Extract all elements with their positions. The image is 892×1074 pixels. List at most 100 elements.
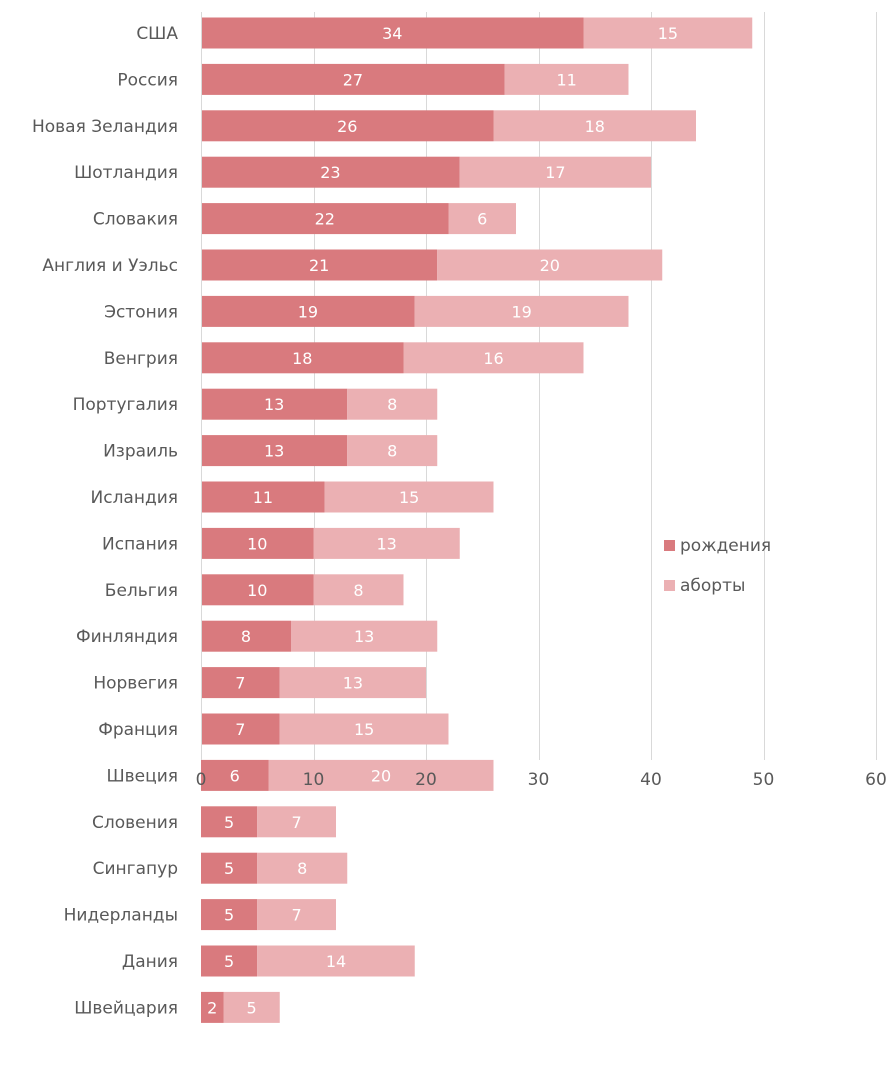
data-label-births: 22 [315,210,335,229]
data-label-births: 18 [292,349,312,368]
bar-abortions [257,852,348,884]
bar-births [201,759,269,791]
data-label-abortions: 18 [585,117,605,136]
bar-abortions [459,156,651,188]
category-label: Новая Зеландия [32,117,178,137]
bar-abortions [583,17,753,49]
bar-births [201,435,348,467]
data-label-births: 10 [247,581,267,600]
data-label-abortions: 8 [297,859,307,878]
data-label-abortions: 11 [556,70,576,89]
data-label-abortions: 13 [354,627,374,646]
bar-abortions [347,388,438,420]
bar-abortions [257,806,336,838]
bar-births [201,295,415,327]
x-tick-label: 50 [753,770,775,790]
legend-swatch [664,540,675,551]
category-label: Венгрия [104,349,178,369]
category-labels: США Россия Новая Зеландия Шотландия Словакия… [32,24,178,1018]
x-tick-label: 60 [865,770,887,790]
category-label: Исландия [91,488,179,508]
data-label-abortions: 13 [376,534,396,553]
bar-abortions [291,620,438,652]
data-label-births: 21 [309,256,329,275]
x-tick-label: 0 [196,770,207,790]
bar-births [201,667,280,699]
bar-births [201,527,314,559]
data-label-births: 23 [320,163,340,182]
bar-births [201,945,258,977]
bar-births [201,620,291,652]
category-label: Россия [117,70,178,90]
bar-abortions [313,527,460,559]
data-label-abortions: 15 [399,488,419,507]
category-label: США [136,24,178,44]
bar-abortions [268,759,494,791]
data-label-births: 6 [230,766,240,785]
data-label-births: 5 [224,906,234,925]
bar-abortions [279,667,426,699]
bar-births [201,110,494,142]
bar-births [201,63,505,95]
bar-abortions [437,249,663,281]
x-tick-label: 10 [303,770,325,790]
bar-abortions [414,295,629,327]
data-label-abortions: 20 [371,766,391,785]
x-tick-label: 30 [528,770,550,790]
category-label: Сингапур [93,859,178,879]
bar-abortions [347,435,438,467]
data-label-births: 27 [343,70,363,89]
bar-births [201,17,584,49]
data-label-abortions: 16 [483,349,503,368]
category-label: Шотландия [74,163,178,183]
data-label-abortions: 17 [545,163,565,182]
category-label: Англия и Уэльс [42,256,178,276]
data-label-births: 11 [253,488,273,507]
bar-births [201,852,258,884]
category-label: Испания [102,534,178,554]
data-label-births: 5 [224,813,234,832]
data-label-births: 10 [247,534,267,553]
category-label: Дания [122,952,178,972]
legend-swatch [664,580,675,591]
data-label-abortions: 13 [343,674,363,693]
data-label-births: 2 [207,998,217,1017]
bar-births [201,806,258,838]
category-label: Словакия [93,210,178,230]
bar-births [201,342,404,374]
data-label-abortions: 8 [387,442,397,461]
bars [201,17,753,1023]
data-label-births: 19 [298,302,318,321]
data-label-births: 7 [235,720,245,739]
data-label-births: 5 [224,952,234,971]
data-label-abortions: 15 [354,720,374,739]
bar-abortions [324,481,494,513]
bar-births [201,574,314,606]
bar-abortions [313,574,404,606]
data-label-births: 7 [235,674,245,693]
category-label: Эстония [104,302,178,322]
x-tick-label: 20 [415,770,437,790]
category-label: Норвегия [93,674,178,694]
data-label-abortions: 19 [511,302,531,321]
bar-abortions [493,110,696,142]
data-label-births: 5 [224,859,234,878]
data-label-abortions: 14 [326,952,346,971]
data-label-births: 34 [382,24,402,43]
category-label: Франция [98,720,178,740]
bar-abortions [279,713,449,745]
data-label-abortions: 20 [540,256,560,275]
data-label-abortions: 8 [387,395,397,414]
data-label-abortions: 5 [247,998,257,1017]
category-label: Словения [92,813,178,833]
legend-label: аборты [680,576,745,596]
category-label: Швейцария [74,998,178,1018]
x-tick-labels: 0 10 20 30 40 50 60 [196,770,887,790]
bar-abortions [257,899,336,931]
data-label-abortions: 7 [292,906,302,925]
category-label: Финляндия [76,627,178,647]
category-label: Португалия [73,395,178,415]
